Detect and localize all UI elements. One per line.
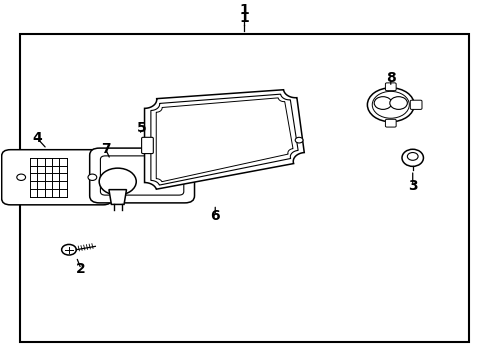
- FancyBboxPatch shape: [385, 83, 395, 91]
- Circle shape: [371, 91, 408, 118]
- Polygon shape: [144, 90, 304, 189]
- FancyBboxPatch shape: [89, 148, 194, 203]
- FancyBboxPatch shape: [142, 137, 153, 154]
- Circle shape: [366, 88, 413, 122]
- Circle shape: [17, 174, 25, 180]
- Circle shape: [389, 97, 407, 109]
- Text: 6: 6: [210, 209, 220, 223]
- Text: 4: 4: [32, 131, 42, 145]
- Text: 7: 7: [101, 142, 110, 156]
- FancyBboxPatch shape: [1, 150, 112, 205]
- FancyBboxPatch shape: [409, 100, 421, 109]
- FancyBboxPatch shape: [385, 119, 395, 127]
- Text: 5: 5: [137, 121, 147, 135]
- Circle shape: [373, 97, 391, 109]
- Bar: [20, 34, 468, 342]
- Text: 3: 3: [407, 179, 417, 193]
- Ellipse shape: [401, 149, 423, 166]
- Polygon shape: [151, 94, 298, 185]
- Circle shape: [88, 174, 97, 180]
- Text: 1: 1: [239, 3, 249, 17]
- Circle shape: [407, 153, 417, 160]
- Circle shape: [295, 137, 303, 143]
- Circle shape: [61, 244, 76, 255]
- Polygon shape: [156, 98, 292, 182]
- Circle shape: [99, 168, 136, 195]
- Text: 1: 1: [239, 11, 249, 25]
- FancyBboxPatch shape: [100, 156, 183, 195]
- Polygon shape: [109, 190, 126, 204]
- Text: 2: 2: [76, 262, 86, 276]
- Text: 8: 8: [385, 71, 395, 85]
